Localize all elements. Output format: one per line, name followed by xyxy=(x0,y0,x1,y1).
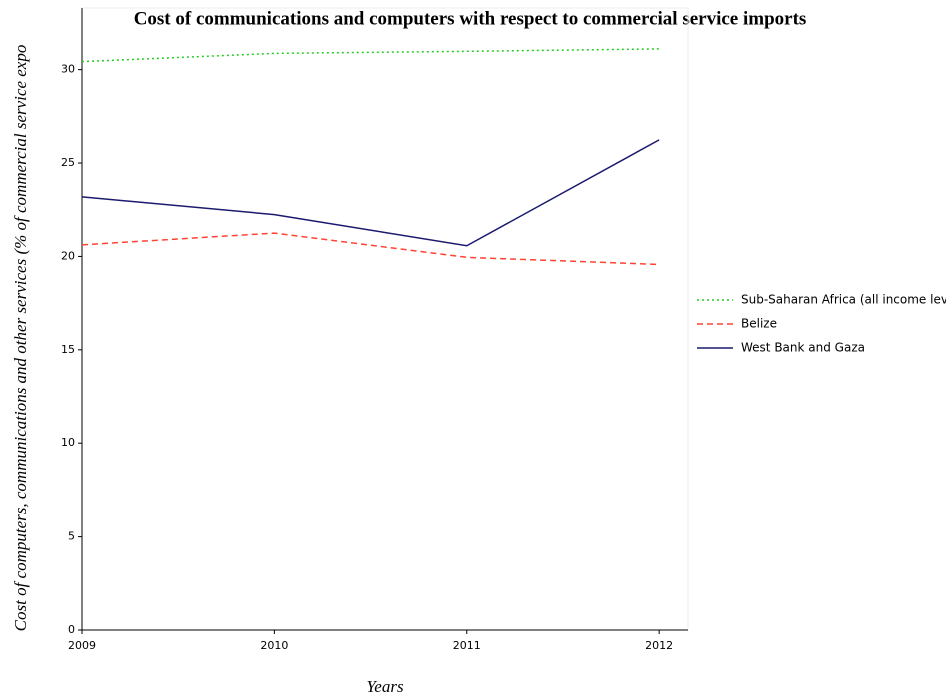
legend-label: Sub-Saharan Africa (all income levels) xyxy=(741,293,946,307)
y-tick-label: 15 xyxy=(61,343,75,356)
legend-label: Belize xyxy=(741,317,777,331)
y-tick-label: 10 xyxy=(61,436,75,449)
x-tick-label: 2012 xyxy=(645,639,673,652)
plot-frame xyxy=(81,7,689,631)
series-line xyxy=(81,48,660,63)
x-axis-label: Years xyxy=(366,677,404,696)
legend-label: West Bank and Gaza xyxy=(741,341,865,355)
x-tick-label: 2010 xyxy=(260,639,288,652)
y-tick-label: 30 xyxy=(61,63,75,76)
series-line xyxy=(81,139,660,247)
y-tick-label: 5 xyxy=(68,530,75,543)
y-tick-label: 0 xyxy=(68,623,75,636)
y-tick-label: 25 xyxy=(61,156,75,169)
y-axis-label: Cost of computers, communications and ot… xyxy=(11,45,30,632)
y-tick-label: 20 xyxy=(61,249,75,262)
x-tick-label: 2011 xyxy=(453,639,481,652)
series-line xyxy=(81,232,660,266)
chart-title: Cost of communications and computers wit… xyxy=(134,8,807,29)
x-tick-label: 2009 xyxy=(68,639,96,652)
